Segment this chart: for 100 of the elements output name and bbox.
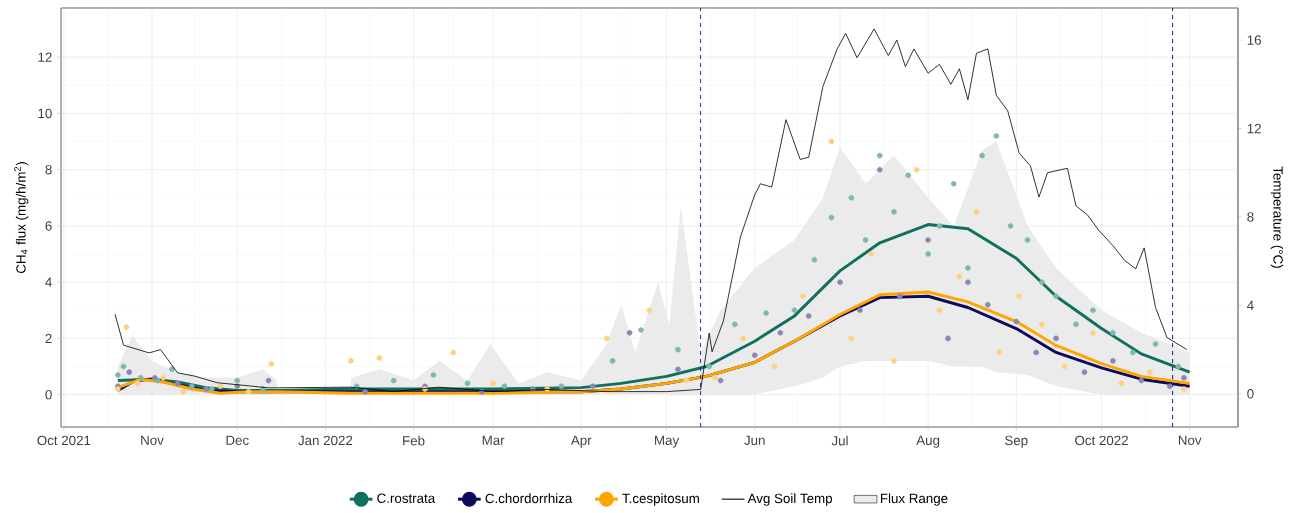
- point: [1181, 374, 1187, 381]
- point: [1039, 321, 1045, 328]
- point: [126, 369, 133, 375]
- point: [936, 223, 943, 229]
- point: [1053, 293, 1059, 300]
- x-tick-label: Oct 2021: [37, 435, 91, 446]
- point: [973, 209, 980, 215]
- point: [876, 152, 883, 159]
- point: [1118, 380, 1125, 387]
- point: [1081, 369, 1088, 375]
- point: [993, 133, 1000, 139]
- point: [1090, 307, 1096, 314]
- point: [717, 377, 724, 384]
- point: [217, 383, 224, 390]
- point: [490, 380, 496, 387]
- x-tick-label: Dec: [226, 435, 249, 445]
- point: [891, 358, 897, 364]
- x-tick-label: Oct 2022: [1075, 435, 1128, 446]
- y2-tick-label: 12: [1247, 123, 1261, 134]
- point: [945, 335, 951, 342]
- legend-label: T.cespitosum: [622, 493, 699, 506]
- point: [1166, 383, 1173, 390]
- x-tick-label: Aug: [916, 435, 940, 448]
- point: [706, 363, 713, 370]
- point: [208, 386, 215, 392]
- y2-axis-title: Temperature (°C): [1270, 166, 1284, 268]
- x-tick-label: Nov: [141, 435, 164, 445]
- point: [589, 383, 596, 390]
- point: [925, 251, 931, 257]
- point: [160, 374, 167, 381]
- x-tick-label: Jan 2022: [298, 435, 353, 446]
- point: [979, 152, 985, 159]
- y-tick-label: 0: [45, 389, 52, 400]
- point: [464, 380, 471, 387]
- y-tick-label: 10: [38, 108, 52, 119]
- point: [1181, 386, 1187, 392]
- point: [800, 293, 806, 300]
- point: [1138, 377, 1145, 384]
- point: [188, 383, 195, 390]
- point: [1130, 349, 1136, 356]
- point: [609, 358, 616, 364]
- point: [848, 335, 855, 342]
- y2-tick-label: 16: [1247, 35, 1261, 45]
- point: [1033, 349, 1039, 356]
- point: [1013, 318, 1020, 325]
- point: [913, 166, 920, 173]
- legend-label: Flux Range: [880, 493, 948, 506]
- point: [1061, 363, 1068, 370]
- y-tick-label: 4: [45, 277, 52, 287]
- point: [862, 237, 869, 243]
- point: [791, 307, 798, 314]
- x-tick-label: Jun: [744, 435, 765, 445]
- point: [1147, 369, 1153, 375]
- point: [950, 180, 957, 187]
- point: [390, 377, 397, 384]
- point: [771, 363, 778, 370]
- point: [675, 346, 681, 353]
- point: [430, 372, 437, 378]
- point: [174, 380, 181, 387]
- point: [115, 372, 121, 378]
- x-tick-label: May: [655, 435, 680, 448]
- point: [1007, 223, 1014, 229]
- point: [1090, 329, 1096, 336]
- point: [905, 172, 912, 179]
- point: [965, 265, 971, 271]
- point: [805, 313, 812, 319]
- point: [1016, 293, 1022, 300]
- point: [965, 279, 971, 285]
- point: [936, 307, 943, 314]
- point: [683, 377, 690, 384]
- point: [925, 237, 931, 243]
- y-tick-label: 12: [38, 52, 52, 62]
- point: [123, 324, 130, 330]
- y-tick-label: 6: [45, 221, 52, 231]
- x-tick-label: Mar: [482, 435, 505, 445]
- line-series: [114, 28, 1188, 393]
- point: [501, 383, 508, 390]
- point: [1110, 329, 1116, 336]
- legend-label: C.chordorrhiza: [485, 493, 573, 504]
- point: [712, 374, 718, 381]
- point: [134, 380, 141, 387]
- point: [646, 307, 653, 314]
- point: [137, 374, 144, 381]
- point: [1175, 363, 1182, 370]
- y-tick-label: 2: [45, 333, 52, 344]
- point: [777, 329, 784, 336]
- point: [740, 335, 747, 342]
- point: [450, 349, 457, 356]
- point: [1110, 358, 1116, 364]
- point: [169, 366, 175, 373]
- point: [120, 363, 127, 370]
- point: [1053, 335, 1059, 342]
- point: [1152, 341, 1159, 347]
- x-tick-label: Apr: [570, 435, 592, 448]
- point: [180, 389, 187, 395]
- point: [731, 321, 738, 328]
- point: [234, 377, 241, 384]
- point: [268, 360, 275, 367]
- point: [811, 256, 818, 263]
- point: [638, 327, 644, 333]
